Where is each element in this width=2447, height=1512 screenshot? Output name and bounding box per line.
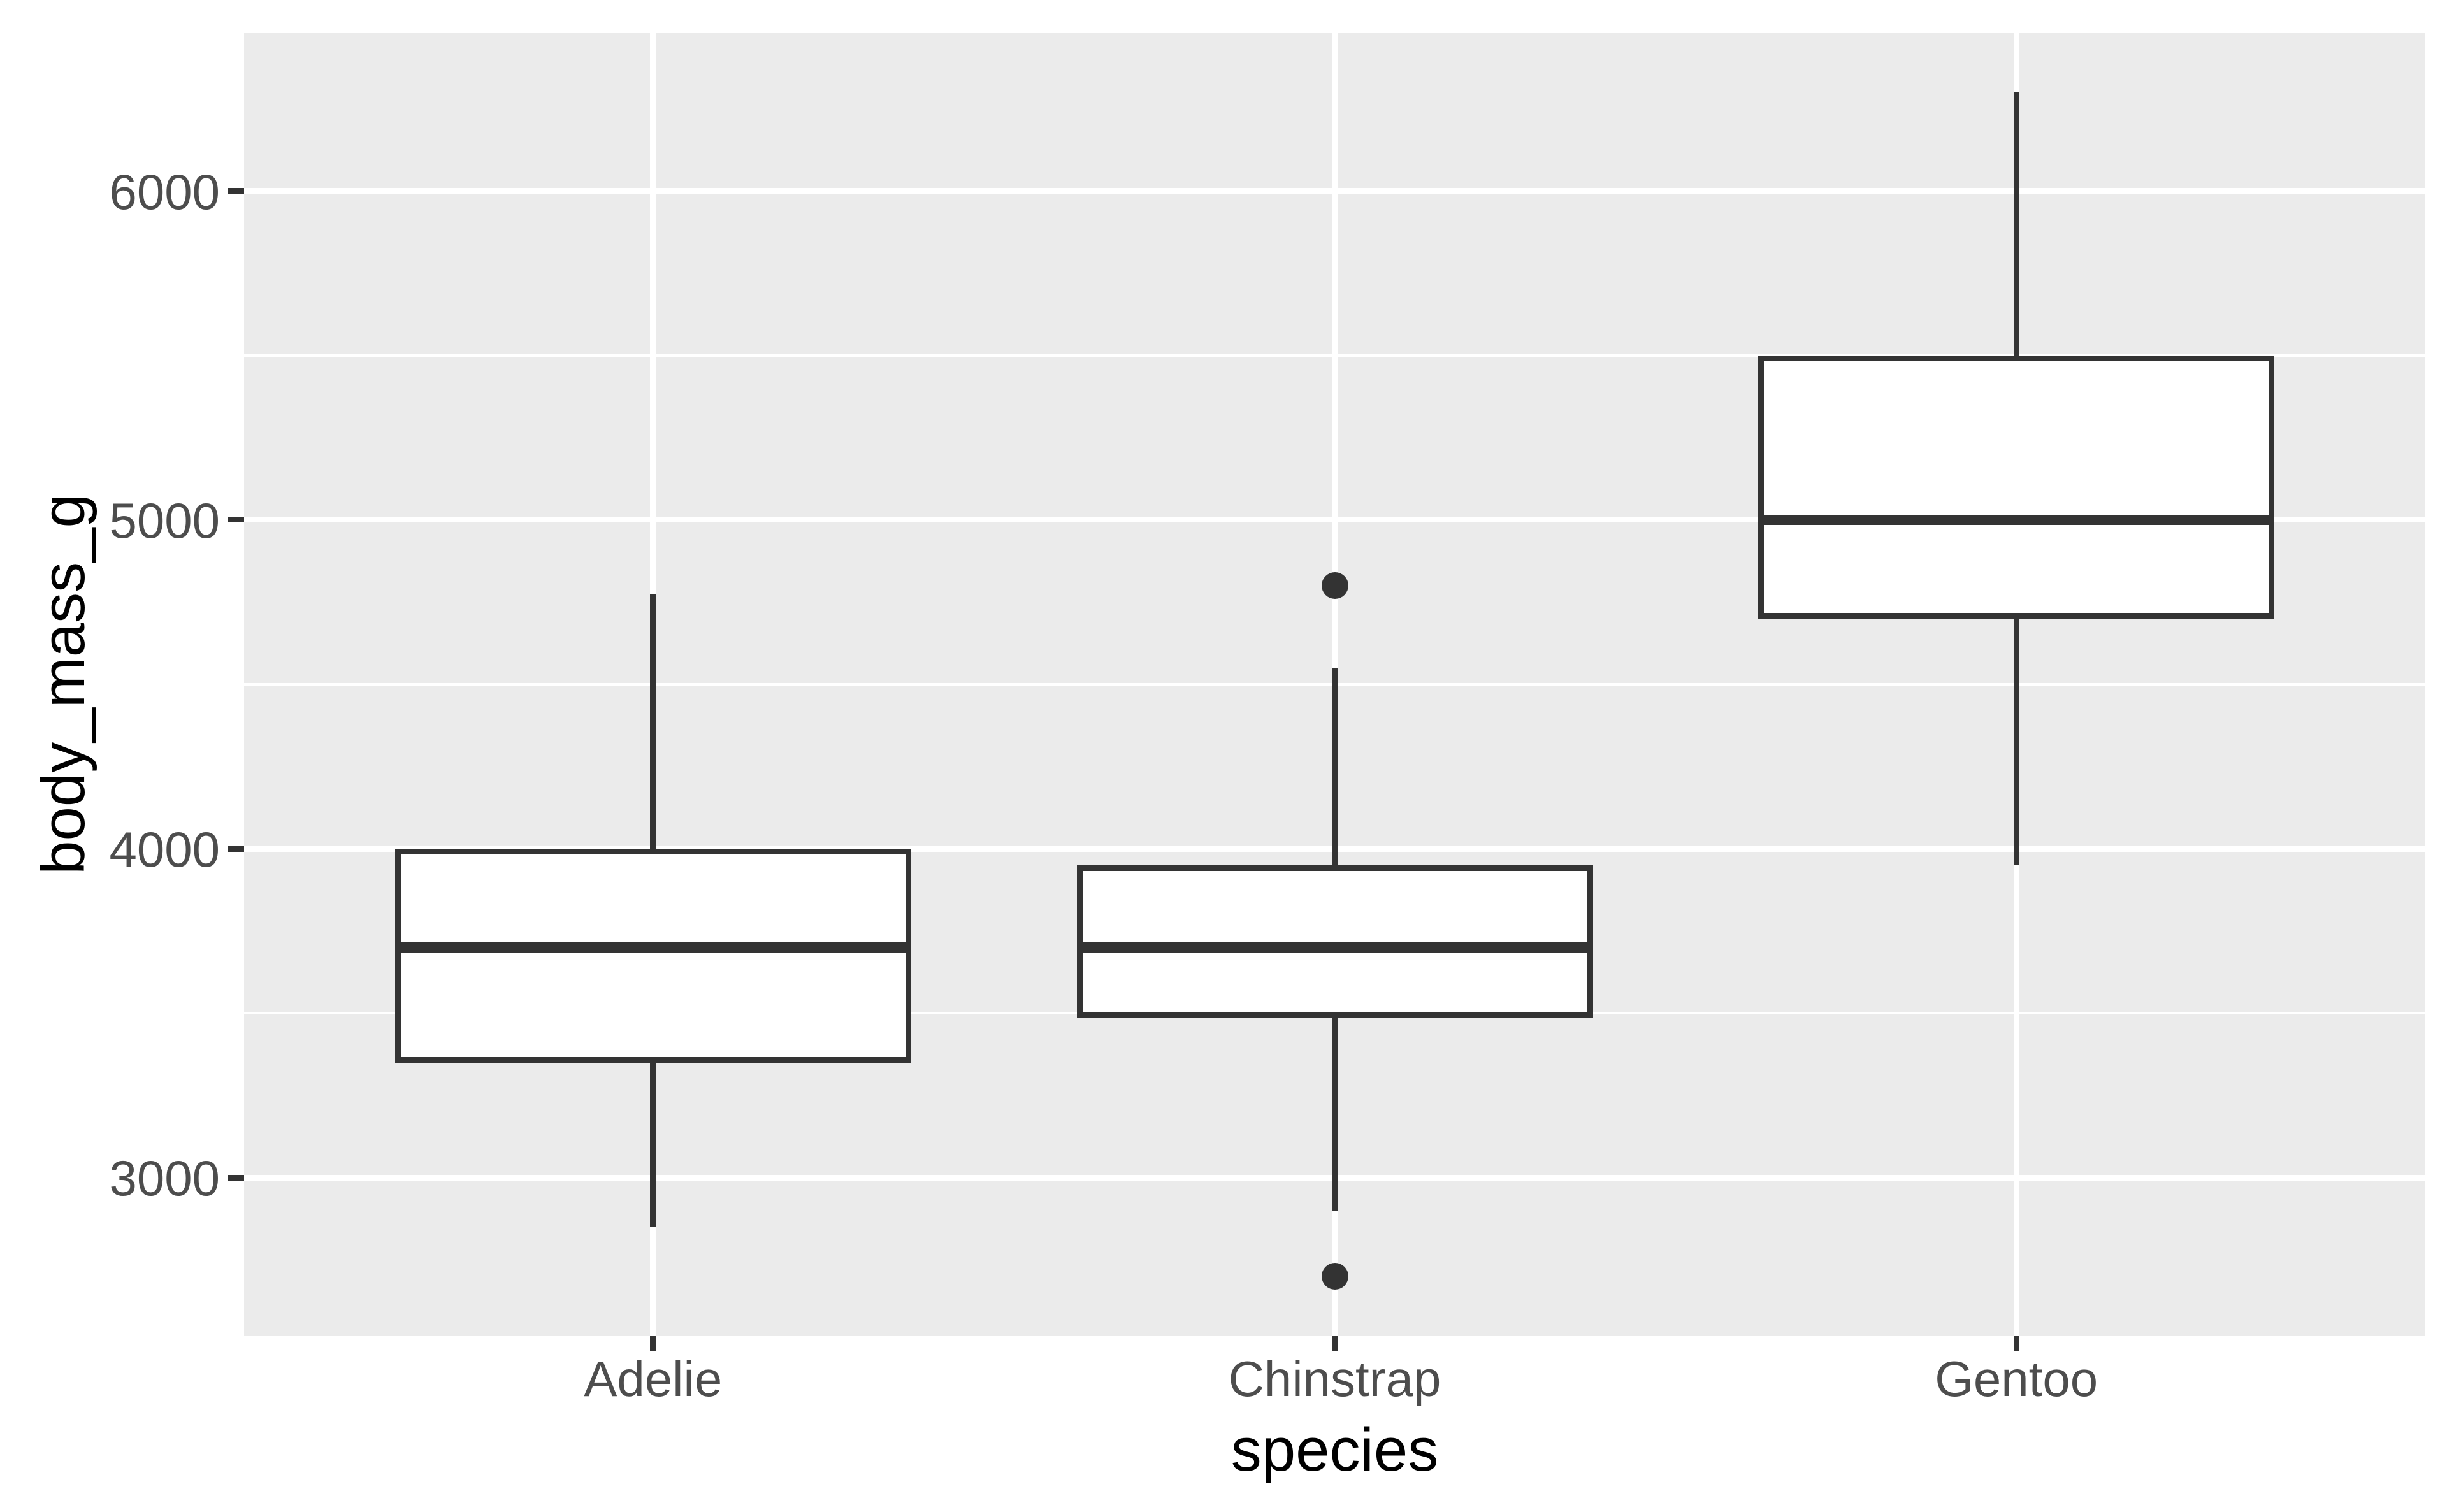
y-tick-mark-4000: [228, 846, 244, 852]
outlier-point-chinstrap-4800: [1321, 572, 1348, 600]
y-tick-label: 6000: [109, 163, 220, 220]
y-tick-mark-3000: [228, 1174, 244, 1181]
boxplot-box-gentoo: [1758, 355, 2275, 619]
whisker-upper-chinstrap: [1332, 668, 1338, 865]
x-tick-mark-chinstrap: [1332, 1336, 1338, 1351]
y-tick-label: 3000: [109, 1150, 220, 1207]
y-tick-label: 5000: [109, 492, 220, 549]
y-tick-label: 4000: [109, 821, 220, 878]
whisker-upper-gentoo: [2013, 92, 2019, 356]
x-axis-title: species: [1231, 1416, 1439, 1484]
y-axis-title: body_mass_g: [29, 494, 97, 875]
outlier-point-chinstrap-2700: [1321, 1263, 1348, 1290]
x-tick-mark-gentoo: [2013, 1336, 2019, 1351]
whisker-lower-chinstrap: [1332, 1017, 1338, 1211]
whisker-lower-gentoo: [2013, 618, 2019, 865]
x-tick-label: Chinstrap: [1228, 1351, 1441, 1407]
boxplot-box-adelie: [394, 849, 911, 1063]
median-line-gentoo: [1758, 514, 2275, 525]
x-tick-label: Adelie: [584, 1351, 723, 1407]
whisker-upper-adelie: [650, 594, 656, 849]
x-tick-mark-adelie: [650, 1336, 656, 1351]
whisker-lower-adelie: [650, 1062, 656, 1227]
y-tick-mark-6000: [228, 188, 244, 194]
median-line-chinstrap: [1076, 942, 1593, 953]
y-tick-mark-5000: [228, 517, 244, 523]
boxplot-box-chinstrap: [1076, 865, 1593, 1018]
median-line-adelie: [394, 942, 911, 953]
x-tick-label: Gentoo: [1935, 1351, 2098, 1407]
